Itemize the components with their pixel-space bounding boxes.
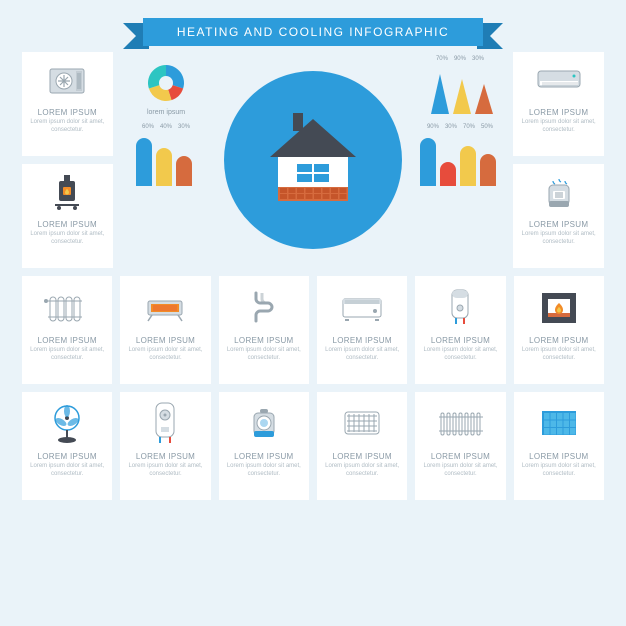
hero-mid-right: 70%90%30% 90%30%70%50%	[415, 52, 506, 268]
title-ribbon: Heating and cooling infographic	[143, 18, 483, 46]
radiant-grid-icon	[323, 398, 401, 448]
card-body: Lorem ipsum dolor sit amet, consectetur.	[126, 463, 204, 479]
card-desk-fan: Lorem ipsum Lorem ipsum dolor sit amet, c…	[22, 392, 112, 500]
card-title: Lorem ipsum	[529, 336, 588, 345]
card-title: Lorem ipsum	[136, 452, 195, 461]
center-circle	[224, 71, 402, 249]
card-body: Lorem ipsum dolor sit amet, consectetur.	[28, 463, 106, 479]
card-title: Lorem ipsum	[529, 108, 588, 117]
card-title: Lorem ipsum	[431, 336, 490, 345]
card-title: Lorem ipsum	[38, 452, 97, 461]
card-body: Lorem ipsum dolor sit amet, consectetur.	[421, 347, 499, 363]
ac-wall-icon	[519, 58, 598, 104]
card-title: Lorem ipsum	[136, 336, 195, 345]
card-title: Lorem ipsum	[333, 336, 392, 345]
card-radiant-grid: Lorem ipsum Lorem ipsum dolor sit amet, c…	[317, 392, 407, 500]
card-convector: Lorem ipsum Lorem ipsum dolor sit amet, c…	[317, 276, 407, 384]
icon-grid: Lorem ipsum Lorem ipsum dolor sit amet, c…	[22, 276, 604, 500]
ac-outdoor-icon	[28, 58, 107, 104]
card-solar-panel: Lorem ipsum Lorem ipsum dolor sit amet, c…	[514, 392, 604, 500]
card-body: Lorem ipsum dolor sit amet, consectetur.	[28, 347, 106, 363]
humidifier-icon	[519, 170, 598, 216]
card-body: Lorem ipsum dolor sit amet, consectetur.	[323, 463, 401, 479]
card-title: Lorem ipsum	[529, 452, 588, 461]
card-ac-outdoor: Lorem ipsum Lorem ipsum dolor sit amet, …	[22, 52, 113, 156]
arches-right-labels: 90%30%70%50%	[427, 124, 493, 130]
convector-icon	[323, 282, 401, 332]
hero-left-column: Lorem ipsum Lorem ipsum dolor sit amet, …	[22, 52, 113, 268]
card-radiator-classic: Lorem ipsum Lorem ipsum dolor sit amet, c…	[22, 276, 112, 384]
arches-right-chart: 90%30%70%50%	[415, 124, 505, 188]
hero-center	[219, 52, 406, 268]
triangle-chart: 70%90%30%	[415, 52, 505, 116]
card-title: Lorem ipsum	[38, 336, 97, 345]
hero-right-column: Lorem ipsum Lorem ipsum dolor sit amet, …	[513, 52, 604, 268]
solar-panel-icon	[520, 398, 598, 448]
card-body: Lorem ipsum dolor sit amet, consectetur.	[126, 347, 204, 363]
card-title: Lorem ipsum	[38, 220, 97, 229]
card-ac-wall: Lorem ipsum Lorem ipsum dolor sit amet, …	[513, 52, 604, 156]
card-infrared-heater: Lorem ipsum Lorem ipsum dolor sit amet, c…	[120, 276, 210, 384]
card-body: Lorem ipsum dolor sit amet, consectetur.	[520, 347, 598, 363]
pie-chart: lorem ipsum	[121, 52, 211, 116]
card-title: Lorem ipsum	[431, 452, 490, 461]
card-title: Lorem ipsum	[529, 220, 588, 229]
radiator-tubes-icon	[421, 398, 499, 448]
radiator-classic-icon	[28, 282, 106, 332]
infrared-heater-icon	[126, 282, 204, 332]
water-boiler-icon	[126, 398, 204, 448]
card-title: Lorem ipsum	[234, 452, 293, 461]
card-title: Lorem ipsum	[333, 452, 392, 461]
card-water-heater-small: Lorem ipsum Lorem ipsum dolor sit amet, c…	[415, 276, 505, 384]
card-portable-heater: Lorem ipsum Lorem ipsum dolor sit amet, c…	[219, 392, 309, 500]
card-heated-towel: Lorem ipsum Lorem ipsum dolor sit amet, c…	[219, 276, 309, 384]
card-body: Lorem ipsum dolor sit amet, consectetur.	[225, 347, 303, 363]
card-body: Lorem ipsum dolor sit amet, consectetur.	[520, 463, 598, 479]
arches-left-chart: 60%40%30%	[121, 124, 211, 188]
triangle-labels: 70%90%30%	[436, 56, 484, 62]
wood-stove-icon	[28, 170, 107, 216]
card-body: Lorem ipsum dolor sit amet, consectetur.	[225, 463, 303, 479]
card-water-boiler: Lorem ipsum Lorem ipsum dolor sit amet, c…	[120, 392, 210, 500]
card-title: Lorem ipsum	[234, 336, 293, 345]
card-body: Lorem ipsum dolor sit amet, consectetur.	[28, 231, 107, 247]
card-title: Lorem ipsum	[38, 108, 97, 117]
card-body: Lorem ipsum dolor sit amet, consectetur.	[519, 231, 598, 247]
pie-caption: lorem ipsum	[147, 109, 185, 116]
hero-section: Lorem ipsum Lorem ipsum dolor sit amet, …	[22, 52, 604, 268]
fireplace-icon	[520, 282, 598, 332]
card-radiator-tubes: Lorem ipsum Lorem ipsum dolor sit amet, c…	[415, 392, 505, 500]
card-wood-stove: Lorem ipsum Lorem ipsum dolor sit amet, …	[22, 164, 113, 268]
card-body: Lorem ipsum dolor sit amet, consectetur.	[323, 347, 401, 363]
portable-heater-icon	[225, 398, 303, 448]
card-body: Lorem ipsum dolor sit amet, consectetur.	[519, 119, 598, 135]
ribbon-title: Heating and cooling infographic	[143, 18, 483, 46]
card-body: Lorem ipsum dolor sit amet, consectetur.	[28, 119, 107, 135]
arches-left-labels: 60%40%30%	[142, 124, 190, 130]
card-fireplace: Lorem ipsum Lorem ipsum dolor sit amet, c…	[514, 276, 604, 384]
hero-mid-left: lorem ipsum 60%40%30%	[121, 52, 212, 268]
card-body: Lorem ipsum dolor sit amet, consectetur.	[421, 463, 499, 479]
card-humidifier: Lorem ipsum Lorem ipsum dolor sit amet, …	[513, 164, 604, 268]
water-heater-small-icon	[421, 282, 499, 332]
desk-fan-icon	[28, 398, 106, 448]
heated-towel-icon	[225, 282, 303, 332]
